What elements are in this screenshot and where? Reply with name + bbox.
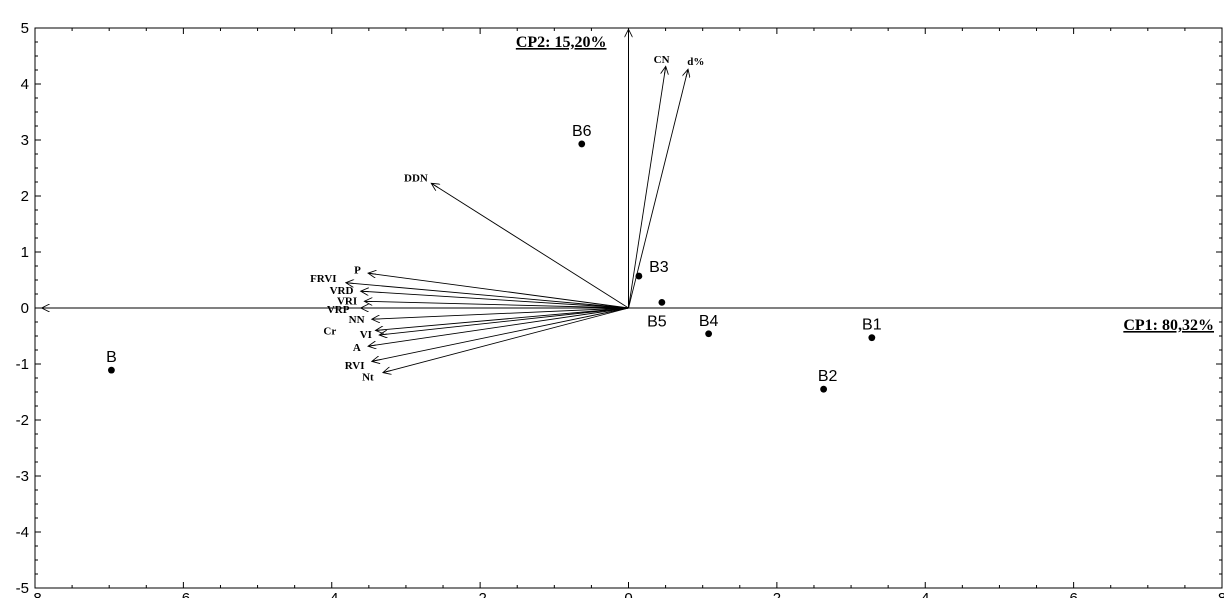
score-point-label: B1 [862,317,882,334]
loading-vector-label: VRD [330,285,354,297]
y-tick-label: -4 [16,524,29,541]
loading-vector-arrow [373,307,629,319]
loading-vector-label: FRVI [310,273,337,285]
loading-vector-label: CN [654,54,670,66]
x-tick-label: 4 [921,590,929,598]
loading-vector-label: A [353,342,361,354]
x-tick-label: 2 [773,590,781,598]
loading-vector-label: d% [687,56,704,68]
x-tick-label: -8 [28,590,41,598]
score-point-marker [108,366,115,374]
y-tick-label: 4 [21,76,29,93]
loading-vector-label: NN [349,314,365,326]
loading-vector-label: P [354,264,361,276]
loading-vector-label: VRI [337,295,357,307]
loading-vector-arrow [380,307,629,335]
x-axis-ticks: -8 -6 -4 -2 0 2 4 6 8 [28,28,1224,598]
x-tick-label: 0 [624,590,632,598]
score-point-label: B2 [818,368,838,385]
score-point-label: B5 [647,313,667,330]
score-point-label: B6 [572,123,592,140]
y-tick-label: 3 [21,132,29,149]
x-tick-label: -6 [177,590,190,598]
score-point-marker [820,385,828,393]
zero-axes [35,30,1222,309]
y-tick-label: 2 [21,188,29,205]
loading-vector-label: RVI [345,360,365,372]
y-tick-label: -1 [16,356,29,373]
loading-vector-label: VRP [327,304,350,316]
loading-vector-label: Cr [323,325,336,337]
x-tick-label: -4 [325,590,338,598]
loading-vector-arrow [369,307,629,346]
score-point-label: B3 [649,259,669,276]
y-tick-label: -3 [16,468,29,485]
x-axis-title: CP1: 80,32% [1123,317,1214,334]
y-tick-label: 0 [21,300,29,317]
y-tick-label: -2 [16,412,29,429]
y-tick-label: 5 [21,20,29,37]
y-tick-label: 1 [21,244,29,261]
loading-vector-arrow [365,301,629,309]
score-point-label: B [106,349,117,366]
loading-vector-arrow [361,291,629,309]
loading-vector-arrow [369,273,629,309]
x-tick-label: 8 [1218,590,1224,598]
loading-vector-arrow [376,307,629,330]
score-point-marker [868,334,876,342]
score-point-marker [578,140,586,148]
loading-vector-arrow [628,67,666,309]
y-axis-title: CP2: 15,20% [516,34,607,51]
score-points: B B1 B2 B3 B4 B5 B6 [106,123,882,393]
loading-vector-arrow [373,307,629,361]
loading-vector-arrow [432,184,629,309]
y-tick-label: -5 [16,580,29,597]
loading-vector-arrow [384,307,629,372]
x-tick-label: 6 [1069,590,1077,598]
loading-vector-label: DDN [404,173,428,185]
score-point-label: B4 [699,313,719,330]
loading-vector-label: VI [360,329,372,341]
x-tick-label: -2 [473,590,486,598]
y-axis-ticks: -5 -4 -3 -2 -1 0 1 2 3 4 5 [16,20,1222,597]
score-point-marker [705,330,713,338]
loading-vector-label: Nt [362,371,374,383]
loading-vector-arrow [347,283,629,309]
loading-vector-arrow [628,70,688,309]
score-point-marker [658,299,666,306]
score-point-marker [635,272,643,280]
